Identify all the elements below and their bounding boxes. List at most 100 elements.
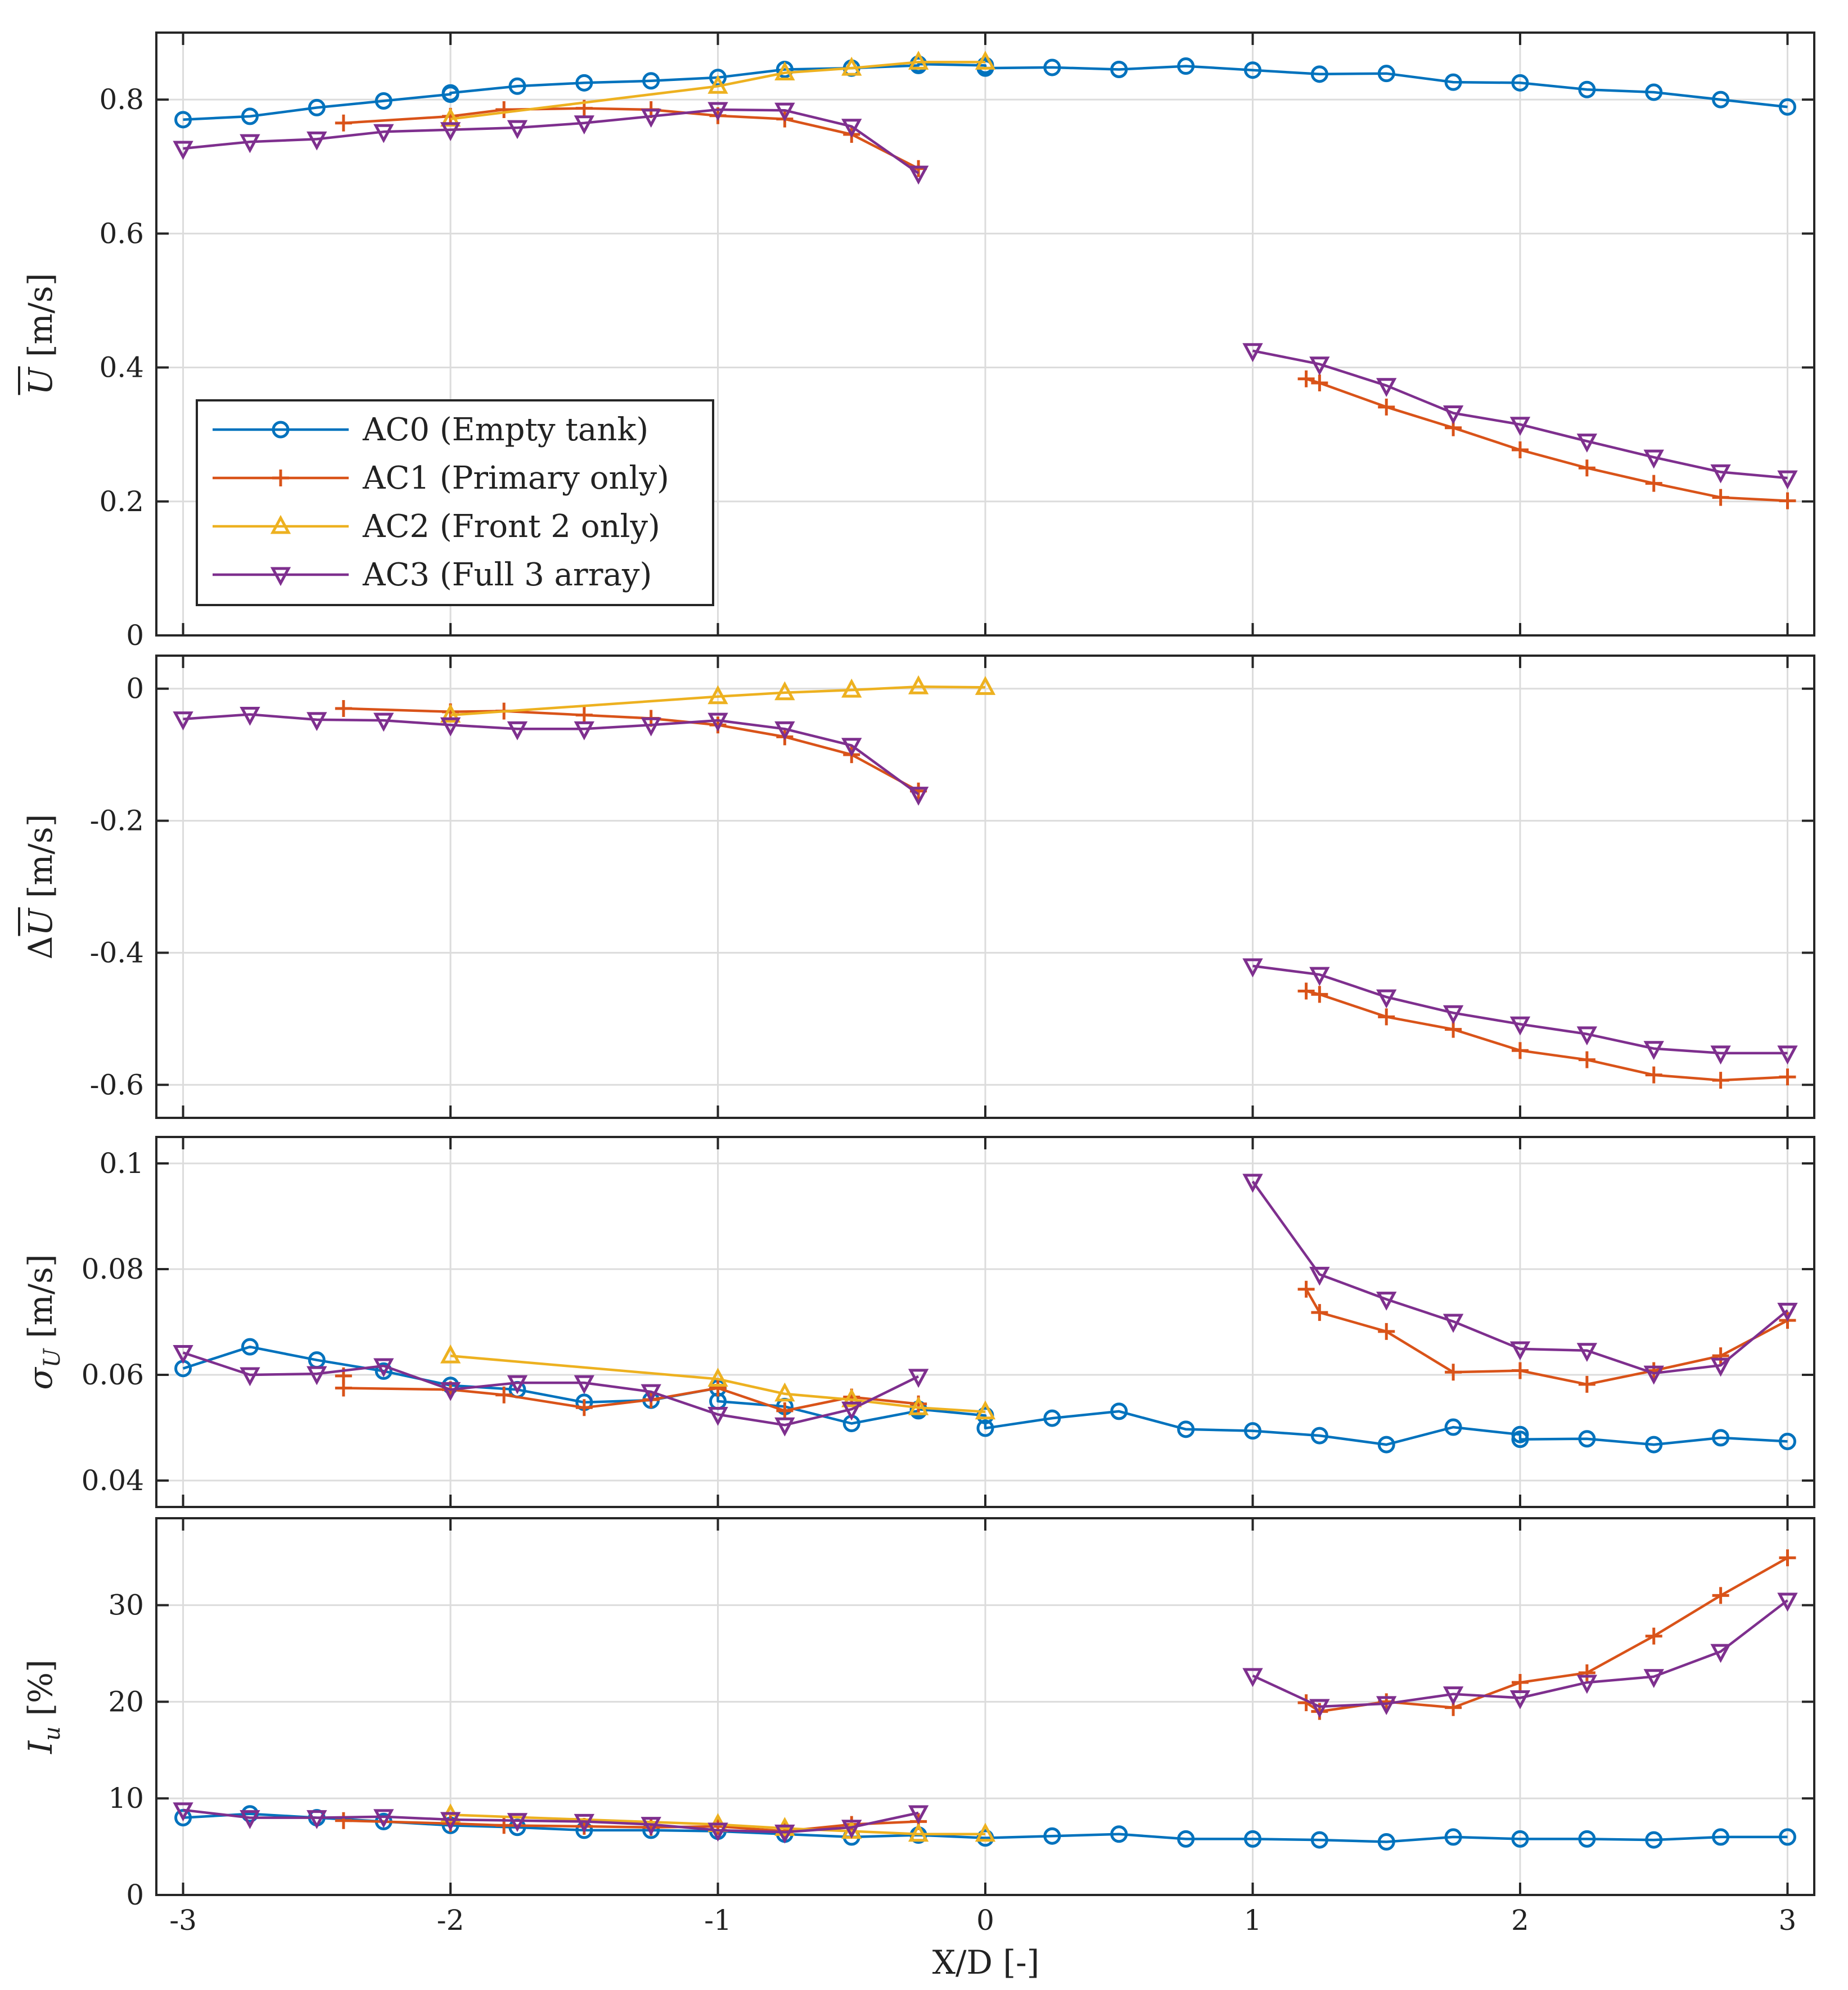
y-tick-label: 20 [108,1685,144,1718]
data-point [1578,1430,1596,1448]
data-point [1443,1686,1464,1705]
data-point [307,1366,327,1386]
ticks: 0 0.2 0.4 0.6 0.8 [99,33,1814,652]
y-axis-label: ΔU [m/s] [21,814,60,960]
ticks: -0.6 -0.4 -0.2 0 [90,656,1814,1118]
ticks: 0.04 0.06 0.08 0.1 [82,1137,1814,1507]
data-point [1243,1422,1261,1440]
data-point [1378,1323,1395,1340]
data-point [908,1822,929,1842]
y-tick-label: 0 [126,1879,144,1911]
series-line [182,1345,1788,1446]
y-label-unit: [%] [21,1659,60,1726]
data-point [1511,1431,1529,1448]
data-point [1444,1418,1462,1436]
data-point [495,1386,513,1404]
data-point [1710,464,1731,484]
data-point [642,72,660,90]
data-point [1710,1644,1731,1663]
data-point [1297,982,1315,1000]
data-point [1310,1831,1328,1849]
y-tick-label: 0.08 [82,1253,144,1285]
data-point [975,51,996,70]
data-point [1511,1042,1529,1059]
data-point [841,56,862,76]
data-point [375,1362,393,1380]
data-point [1645,83,1663,101]
data-point [641,1384,661,1404]
data-point [1310,65,1328,83]
y-axis-label: σU [m/s] [21,1254,65,1389]
data-point [508,77,526,95]
data-point [1509,1341,1531,1361]
data-point [1297,370,1315,387]
data-point [1578,1830,1596,1848]
data-point [507,120,528,139]
data-point [908,165,929,185]
data-point [574,115,594,135]
y-tick-label: 30 [108,1589,144,1622]
data-point [1043,1409,1061,1427]
data-point [1443,405,1464,425]
x-tick-label: 0 [976,1904,994,1937]
data-point [1576,434,1598,453]
legend-entry-ac0-empty-tank: AC0 (Empty tank) [213,412,648,448]
y-label-main: U [21,908,60,936]
legend-swatch-marker [272,470,289,486]
data-point [707,1822,728,1842]
data-point [375,92,393,110]
legend-entry-ac2-front-2-only: AC2 (Front 2 only) [213,508,660,545]
data-point [335,700,352,717]
data-point [1578,1664,1595,1681]
data-point [908,787,929,806]
data-point [841,738,862,757]
data-point [1309,357,1330,376]
series-ac2-front-2-only [440,675,996,723]
series-ac1-primary-only [335,1549,1796,1840]
data-point [440,107,461,127]
y-axis-label: Iu [%] [21,1659,65,1754]
data-point [307,1810,327,1829]
series-line [450,685,986,716]
data-point [1297,1280,1315,1298]
data-point [240,1367,260,1387]
series-line [183,713,1788,1055]
data-point [1710,1045,1731,1065]
data-point [173,1345,193,1364]
data-point [709,1379,727,1397]
data-point [373,1358,394,1378]
data-point [707,1368,728,1387]
legend-entry-ac3-full-3-array: AC3 (Full 3 array) [213,557,652,593]
data-point [440,1382,461,1401]
data-point [774,681,795,701]
data-point [241,107,259,125]
data-point [707,712,728,732]
data-point [1712,1828,1730,1846]
series-line [450,1354,986,1414]
data-point [1242,1668,1263,1687]
data-point [1243,61,1261,79]
data-point [908,1396,929,1415]
data-point [1378,398,1395,416]
y-tick-label: 0.06 [82,1359,144,1391]
y-tick-label: 0 [126,673,144,705]
data-point [308,98,326,116]
y-label-subscript: u [39,1726,65,1741]
data-point [307,131,327,151]
data-point [1645,475,1662,492]
data-point [575,74,593,92]
data-point [976,1419,994,1437]
data-point [240,1810,260,1829]
data-point [774,61,795,80]
data-point [1242,343,1263,363]
data-point [1712,1429,1730,1447]
data-point [574,721,594,741]
data-point [641,717,661,737]
y-label-subscript: U [39,1348,65,1368]
data-point [1110,1402,1128,1420]
data-point [1779,1068,1796,1086]
data-point [335,1812,352,1829]
y-tick-label: 0.4 [99,351,144,384]
data-point [1778,98,1796,116]
series-line [182,1180,1788,1427]
